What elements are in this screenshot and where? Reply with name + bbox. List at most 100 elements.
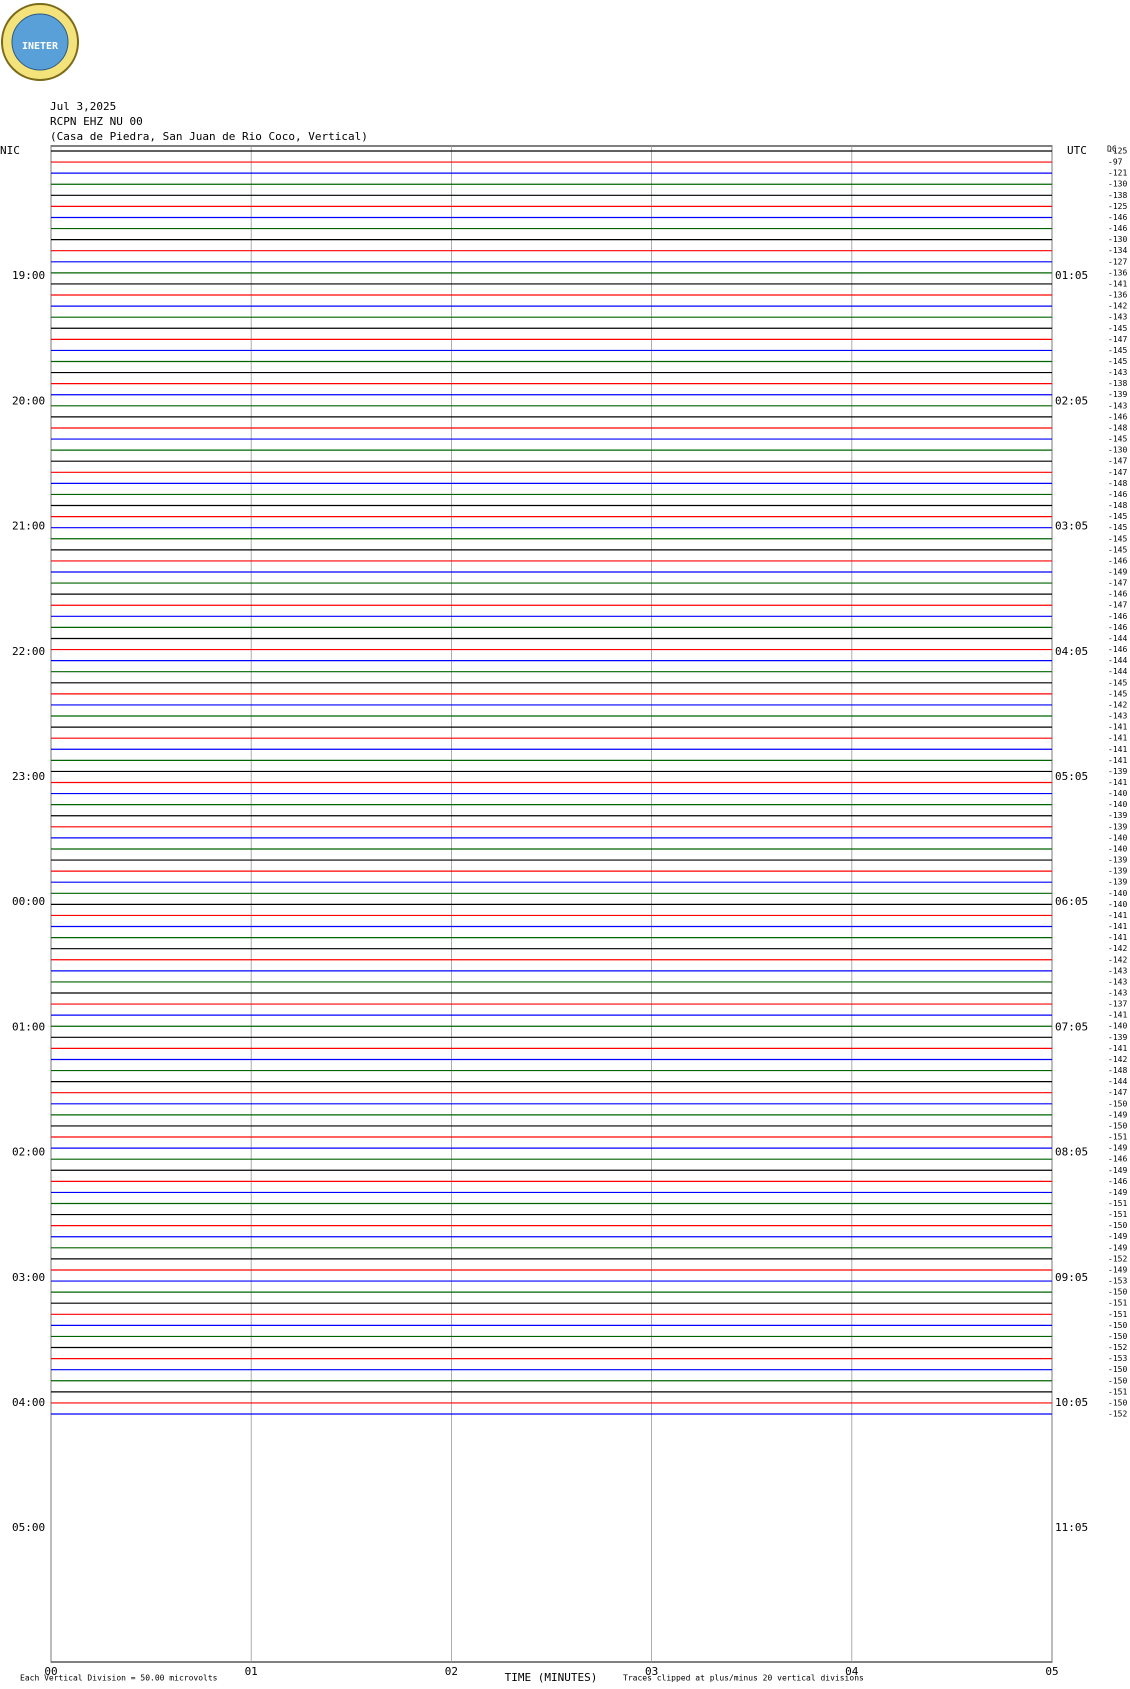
offset-label: -145 <box>1108 689 1127 698</box>
offset-label: -149 <box>1108 1243 1127 1252</box>
offset-label: -146 <box>1108 1155 1127 1164</box>
offset-label: -150 <box>1108 1288 1127 1297</box>
offset-label: -149 <box>1108 1188 1127 1197</box>
date: Jul 3,2025 <box>50 100 116 113</box>
offset-label: -150 <box>1108 1321 1127 1330</box>
offset-label: -141 <box>1108 933 1127 942</box>
offset-label: -153 <box>1108 1354 1127 1363</box>
offset-label: -141 <box>1108 1044 1127 1053</box>
logo-text: INETER <box>22 41 59 52</box>
offset-label: -148 <box>1108 1066 1127 1075</box>
offset-label: -142 <box>1108 700 1127 709</box>
offset-label: -139 <box>1108 856 1127 865</box>
offset-label: -145 <box>1108 678 1127 687</box>
offset-label: -125 <box>1108 147 1127 156</box>
offset-label: -145 <box>1108 534 1127 543</box>
left-hour-label: 02:00 <box>12 1146 45 1159</box>
offset-label: -151 <box>1108 1199 1127 1208</box>
offset-label: -146 <box>1108 623 1127 632</box>
offset-label: -141 <box>1108 734 1127 743</box>
offset-label: -97 <box>1108 158 1123 167</box>
offset-label: -150 <box>1108 1332 1127 1341</box>
left-hour-label: 21:00 <box>12 520 45 533</box>
offset-label: -151 <box>1108 1299 1127 1308</box>
left-hour-label: 04:00 <box>12 1396 45 1409</box>
offset-label: -138 <box>1108 379 1127 388</box>
offset-label: -138 <box>1108 191 1127 200</box>
station: RCPN EHZ NU 00 <box>50 115 143 128</box>
offset-label: -149 <box>1108 1110 1127 1119</box>
left-hour-label: 01:00 <box>12 1020 45 1033</box>
right-zone: UTC <box>1067 144 1087 157</box>
offset-label: -146 <box>1108 590 1127 599</box>
offset-label: -150 <box>1108 1121 1127 1130</box>
offset-label: -152 <box>1108 1343 1127 1352</box>
offset-label: -141 <box>1108 279 1127 288</box>
left-hour-label: 20:00 <box>12 394 45 407</box>
offset-label: -125 <box>1108 202 1127 211</box>
x-tick-label: 00 <box>44 1665 57 1678</box>
offset-label: -145 <box>1108 346 1127 355</box>
scale-note: Each Vertical Division = 50.00 microvolt… <box>20 1674 218 1683</box>
right-hour-label: 08:05 <box>1055 1146 1088 1159</box>
offset-label: -143 <box>1108 712 1127 721</box>
offset-label: -147 <box>1108 1088 1127 1097</box>
offset-label: -136 <box>1108 268 1127 277</box>
offset-label: -142 <box>1108 1055 1127 1064</box>
offset-label: -152 <box>1108 1410 1127 1419</box>
x-tick-label: 05 <box>1045 1665 1058 1678</box>
offset-label: -141 <box>1108 922 1127 931</box>
offset-label: -140 <box>1108 900 1127 909</box>
logo-globe <box>11 13 69 71</box>
left-hour-label: 23:00 <box>12 770 45 783</box>
offset-label: -144 <box>1108 667 1127 676</box>
x-tick-label: 04 <box>845 1665 859 1678</box>
offset-label: -150 <box>1108 1221 1127 1230</box>
offset-label: -139 <box>1108 867 1127 876</box>
offset-label: -141 <box>1108 778 1127 787</box>
offset-label: -139 <box>1108 767 1127 776</box>
x-tick-label: 02 <box>445 1665 458 1678</box>
right-hour-label: 04:05 <box>1055 645 1088 658</box>
offset-label: -141 <box>1108 745 1127 754</box>
offset-label: -137 <box>1108 1000 1127 1009</box>
x-tick-label: 03 <box>645 1665 658 1678</box>
offset-label: -141 <box>1108 756 1127 765</box>
offset-label: -141 <box>1108 723 1127 732</box>
offset-label: -146 <box>1108 645 1127 654</box>
offset-label: -130 <box>1108 235 1127 244</box>
offset-label: -145 <box>1108 523 1127 532</box>
right-hour-label: 07:05 <box>1055 1020 1088 1033</box>
offset-label: -148 <box>1108 423 1127 432</box>
offset-label: -149 <box>1108 568 1127 577</box>
offset-label: -141 <box>1108 911 1127 920</box>
offset-label: -140 <box>1108 800 1127 809</box>
left-hour-label: 19:00 <box>12 269 45 282</box>
offset-label: -149 <box>1108 1166 1127 1175</box>
offset-label: -146 <box>1108 490 1127 499</box>
offset-label: -140 <box>1108 1022 1127 1031</box>
offset-label: -146 <box>1108 213 1127 222</box>
right-hour-label: 03:05 <box>1055 520 1088 533</box>
right-hour-label: 06:05 <box>1055 895 1088 908</box>
right-hour-label: 05:05 <box>1055 770 1088 783</box>
offset-label: -148 <box>1108 479 1127 488</box>
x-label: TIME (MINUTES) <box>505 1671 598 1684</box>
offset-label: -149 <box>1108 1232 1127 1241</box>
offset-label: -140 <box>1108 833 1127 842</box>
left-hour-label: 03:00 <box>12 1271 45 1284</box>
offset-label: -149 <box>1108 1144 1127 1153</box>
offset-label: -143 <box>1108 368 1127 377</box>
offset-label: -150 <box>1108 1099 1127 1108</box>
offset-label: -150 <box>1108 1398 1127 1407</box>
offset-label: -143 <box>1108 977 1127 986</box>
offset-label: -139 <box>1108 811 1127 820</box>
offset-label: -145 <box>1108 435 1127 444</box>
location: (Casa de Piedra, San Juan de Rio Coco, V… <box>50 130 368 143</box>
offset-label: -145 <box>1108 357 1127 366</box>
offset-label: -150 <box>1108 1365 1127 1374</box>
offset-label: -140 <box>1108 889 1127 898</box>
left-hour-label: 22:00 <box>12 645 45 658</box>
offset-label: -134 <box>1108 246 1127 255</box>
